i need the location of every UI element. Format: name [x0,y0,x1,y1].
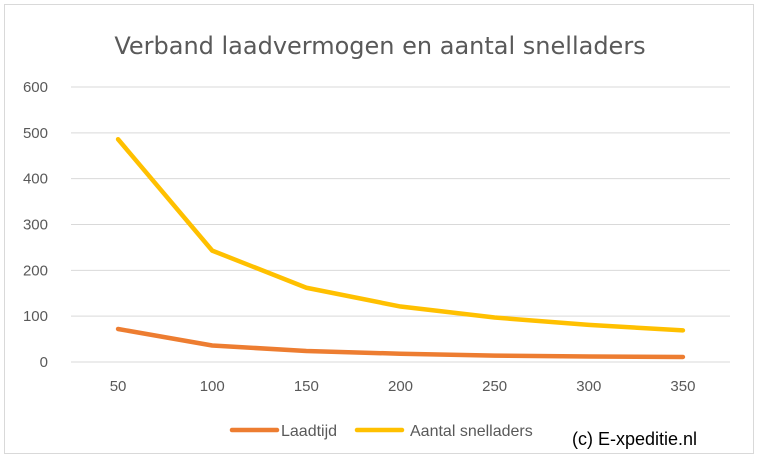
legend-label: Laadtijd [281,423,337,440]
y-tick-label: 600 [23,79,48,96]
gridlines [71,86,730,363]
legend-label: Aantal snelladers [410,423,533,440]
series-lines [115,137,686,360]
y-tick-label: 0 [40,354,48,371]
chart-title: Verband laadvermogen en aantal snellader… [114,32,645,60]
series-line-laadtijd [115,326,686,360]
y-tick-label: 200 [23,262,48,279]
x-tick-label: 150 [294,378,319,395]
x-tick-label: 200 [388,378,413,395]
legend: Laadtijd Aantal snelladers [229,423,533,440]
line-chart: Verband laadvermogen en aantal snellader… [23,32,730,449]
y-tick-label: 400 [23,171,48,188]
credit-text: (c) E-xpeditie.nl [572,429,697,449]
y-tick-label: 500 [23,125,48,142]
y-tick-label: 300 [23,217,48,234]
x-tick-label: 100 [200,378,225,395]
series-line-aantal-snelladers [115,137,686,333]
y-axis-ticks: 0 100 200 300 400 500 600 [23,79,48,371]
x-tick-label: 300 [576,378,601,395]
x-tick-label: 350 [670,378,695,395]
x-tick-label: 50 [110,378,127,395]
chart-frame: Verband laadvermogen en aantal snellader… [4,4,754,454]
x-tick-label: 250 [482,378,507,395]
y-tick-label: 100 [23,308,48,325]
x-axis-ticks: 50 100 150 200 250 300 350 [110,378,696,395]
